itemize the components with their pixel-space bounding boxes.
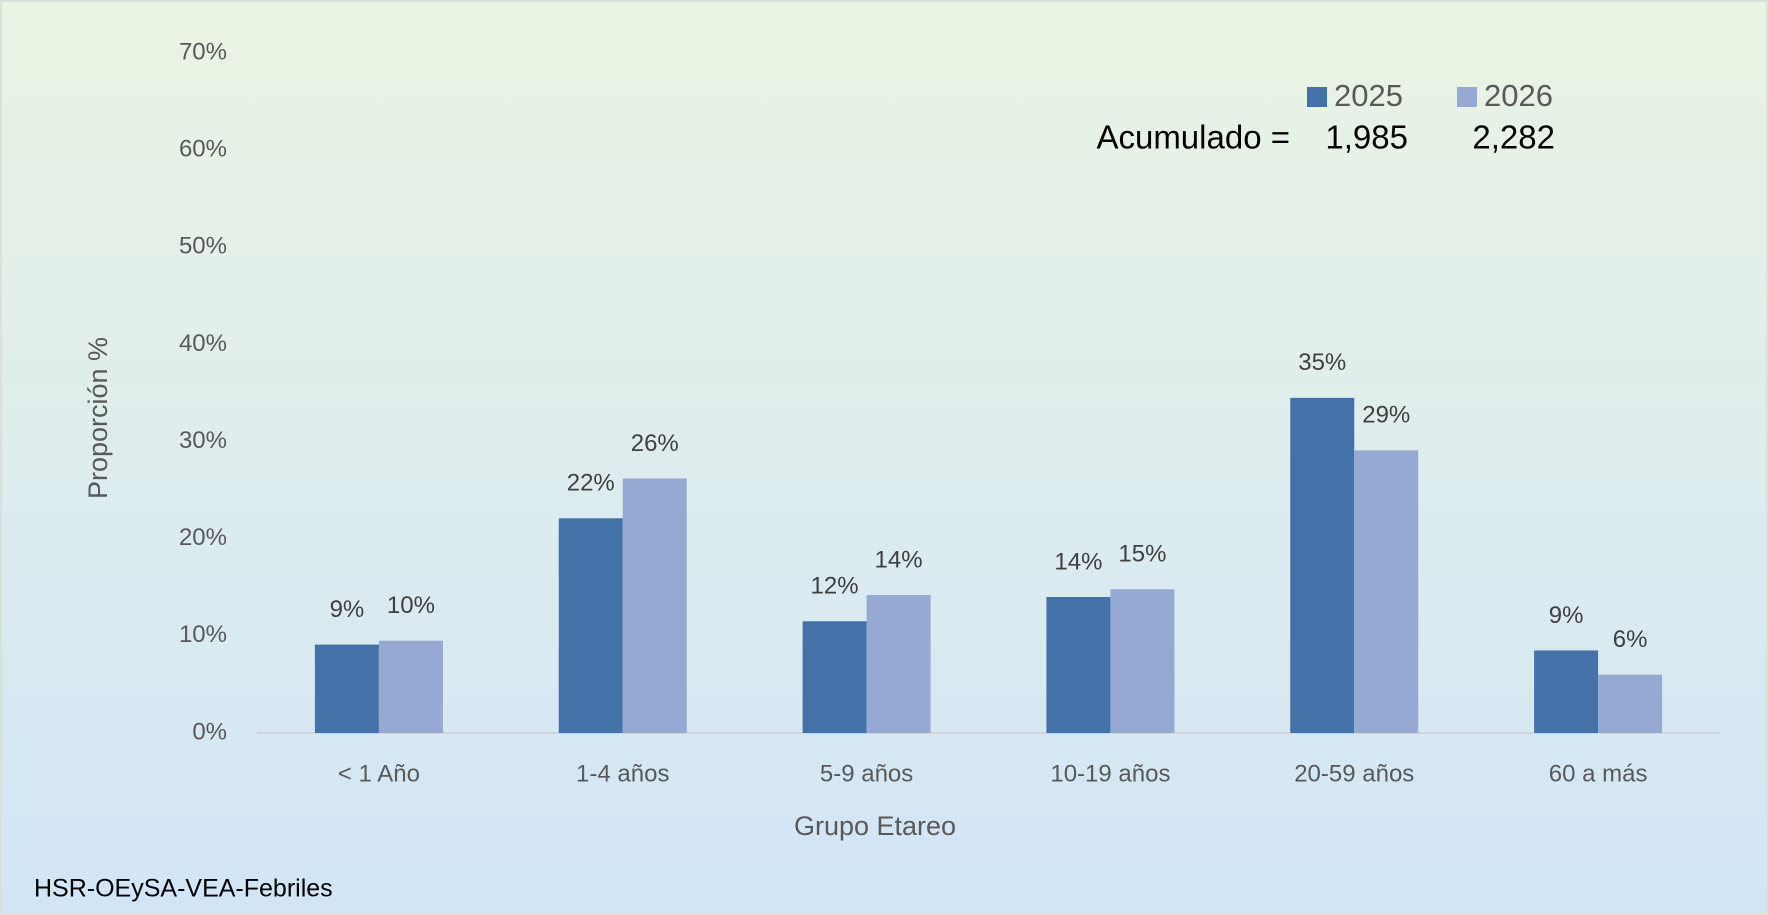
bar: [622, 478, 687, 733]
data-label: 14%: [875, 546, 923, 573]
legend-label: 2026: [1484, 78, 1553, 113]
bar: [1354, 450, 1419, 733]
bar: [1598, 674, 1663, 733]
data-label: 9%: [330, 596, 365, 623]
x-tick-label: < 1 Año: [338, 760, 420, 787]
data-label: 26%: [631, 430, 679, 457]
y-tick-label: 30%: [179, 427, 227, 454]
bar: [314, 644, 379, 733]
y-tick-label: 20%: [179, 524, 227, 551]
y-axis-label: Proporción %: [83, 337, 113, 499]
legend-label: 2025: [1334, 78, 1403, 113]
data-label: 10%: [387, 592, 435, 619]
data-label: 6%: [1613, 626, 1648, 653]
legend-swatch: [1307, 87, 1327, 107]
bar: [1110, 589, 1175, 733]
data-label: 9%: [1549, 602, 1584, 629]
bar: [558, 518, 623, 733]
data-label: 29%: [1362, 402, 1410, 429]
y-tick-label: 10%: [179, 621, 227, 648]
bar: [1290, 397, 1355, 733]
data-label: 15%: [1118, 541, 1166, 568]
x-tick-label: 10-19 años: [1050, 760, 1170, 787]
annotation-value: 1,985: [1325, 119, 1408, 156]
x-tick-label: 1-4 años: [576, 760, 669, 787]
x-tick-label: 60 a más: [1549, 760, 1648, 787]
bar: [1046, 597, 1111, 733]
footer: HSR-OEySA-VEA-Febriles: [34, 875, 333, 903]
legend-swatch: [1457, 87, 1477, 107]
y-tick-label: 60%: [179, 135, 227, 162]
x-tick-label: 5-9 años: [820, 760, 913, 787]
annotation-label: Acumulado =: [1096, 119, 1290, 156]
data-label: 12%: [811, 573, 859, 600]
data-label: 22%: [567, 470, 615, 497]
y-tick-label: 50%: [179, 233, 227, 260]
bar: [866, 595, 931, 733]
data-label: 35%: [1298, 349, 1346, 376]
x-tick-label: 20-59 años: [1294, 760, 1414, 787]
bar: [378, 640, 443, 733]
data-label: 14%: [1054, 548, 1102, 575]
x-axis-label: Grupo Etareo: [794, 811, 956, 841]
y-tick-label: 0%: [192, 718, 227, 745]
y-tick-label: 40%: [179, 330, 227, 357]
annotation-value: 2,282: [1472, 119, 1555, 156]
bar: [1534, 650, 1599, 733]
y-tick-label: 70%: [179, 38, 227, 65]
bar: [802, 621, 867, 733]
